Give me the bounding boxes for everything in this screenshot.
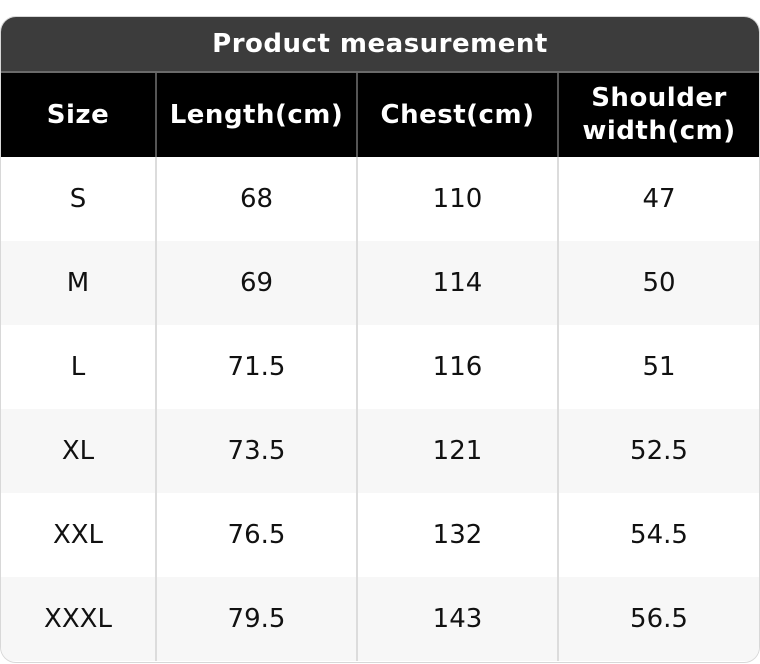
cell-size: XXL bbox=[52, 520, 104, 550]
size-chart-table: Product measurement Size Length(cm) Ches… bbox=[0, 16, 760, 663]
cell-shoulder-width: 56.5 bbox=[557, 577, 759, 661]
table-row: L 71.5 116 51 bbox=[1, 325, 759, 409]
table-row: XXL 76.5 132 54.5 bbox=[1, 493, 759, 577]
header-length: Length(cm) bbox=[155, 73, 356, 157]
cell-size: XXXL bbox=[44, 604, 112, 634]
cell-size: XL bbox=[61, 436, 95, 466]
cell-chest: 143 bbox=[356, 577, 557, 661]
cell-length: 76.5 bbox=[155, 493, 356, 577]
header-shoulder-width: Shoulder width(cm) bbox=[557, 73, 759, 157]
cell-shoulder-width: 54.5 bbox=[557, 493, 759, 577]
cell-length: 71.5 bbox=[155, 325, 356, 409]
cell-chest: 116 bbox=[356, 325, 557, 409]
cell-chest: 110 bbox=[356, 157, 557, 241]
table-title: Product measurement bbox=[1, 17, 759, 73]
cell-length: 79.5 bbox=[155, 577, 356, 661]
cell-chest: 132 bbox=[356, 493, 557, 577]
cell-shoulder-width: 47 bbox=[557, 157, 759, 241]
cell-length: 69 bbox=[155, 241, 356, 325]
cell-size: M bbox=[66, 268, 90, 298]
cell-shoulder-width: 52.5 bbox=[557, 409, 759, 493]
table-row: XXXL 79.5 143 56.5 bbox=[1, 577, 759, 661]
cell-chest: 121 bbox=[356, 409, 557, 493]
cell-size: L bbox=[70, 352, 86, 382]
cell-shoulder-width: 51 bbox=[557, 325, 759, 409]
cell-chest: 114 bbox=[356, 241, 557, 325]
table-row: M 69 114 50 bbox=[1, 241, 759, 325]
cell-length: 68 bbox=[155, 157, 356, 241]
header-row: Size Length(cm) Chest(cm) Shoulder width… bbox=[1, 73, 759, 157]
header-size: Size bbox=[46, 99, 110, 130]
cell-size: S bbox=[69, 184, 87, 214]
cell-length: 73.5 bbox=[155, 409, 356, 493]
header-chest: Chest(cm) bbox=[356, 73, 557, 157]
table-row: XL 73.5 121 52.5 bbox=[1, 409, 759, 493]
cell-shoulder-width: 50 bbox=[557, 241, 759, 325]
table-row: S 68 110 47 bbox=[1, 157, 759, 241]
